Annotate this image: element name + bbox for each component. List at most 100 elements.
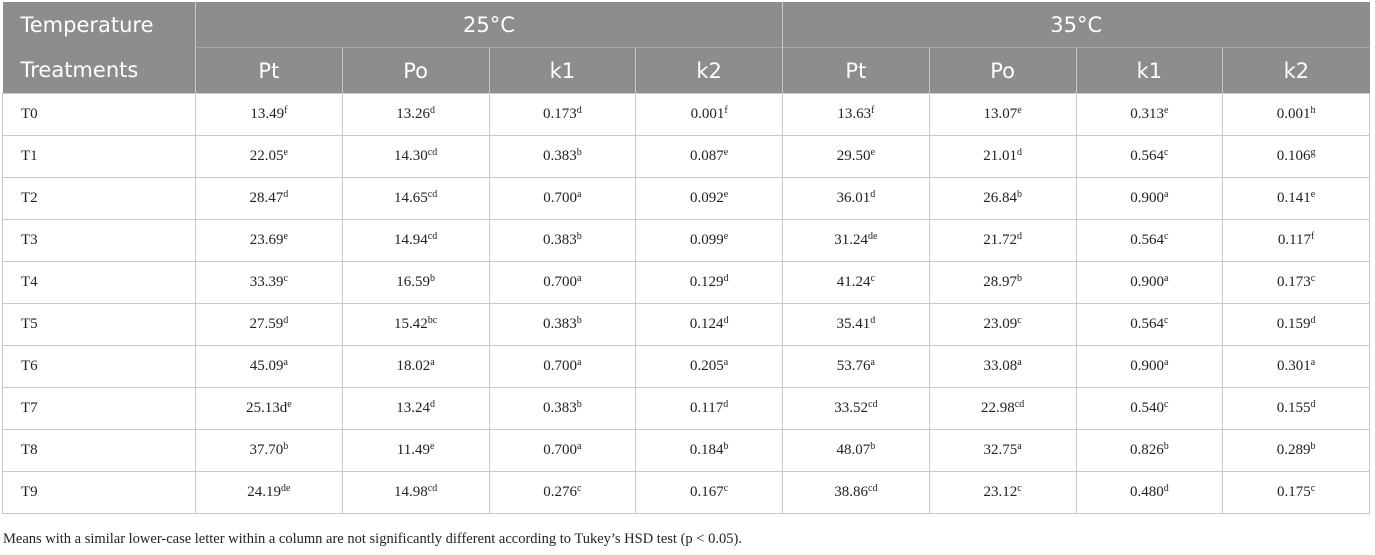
- cell-value: 13.63: [837, 106, 872, 122]
- table-cell: 0.001f: [635, 93, 783, 136]
- cell-value: 23.69: [249, 232, 284, 248]
- table-cell: 24.19de: [195, 471, 343, 514]
- header-cell: Po: [928, 47, 1076, 94]
- table-cell: 22.05e: [195, 135, 343, 178]
- cell-superscript: c: [1310, 273, 1316, 284]
- table-cell: 0.159d: [1222, 303, 1370, 346]
- cell-superscript: d: [1163, 483, 1169, 494]
- table-row: T3 23.69e 14.94cd 0.383b 0.099e 31.24de 21.72d…: [2, 219, 1370, 262]
- table-row: T4 33.39c 16.59b 0.700a 0.129d 41.24c 28.97b 0.…: [2, 261, 1370, 304]
- table-cell: 0.564c: [1075, 135, 1224, 178]
- table-cell: 38.86cd: [782, 471, 930, 514]
- table-cell: 0.173c: [1222, 261, 1370, 304]
- cell-superscript: b: [1017, 273, 1022, 284]
- cell-superscript: a: [577, 441, 582, 452]
- cell-value: 0.700: [543, 442, 578, 458]
- cell-value: 0.167: [690, 484, 724, 500]
- cell-superscript: d: [1310, 399, 1316, 410]
- header-cell: 25°C: [195, 2, 783, 48]
- cell-superscript: a: [1017, 441, 1022, 452]
- footnote: Means with a similar lower-case letter w…: [3, 531, 742, 547]
- cell-value: 28.47: [249, 190, 284, 206]
- cell-value: 13.49: [250, 106, 285, 122]
- cell-value: 33.08: [983, 358, 1018, 374]
- cell-value: 0.900: [1130, 358, 1165, 374]
- cell-superscript: f: [1311, 231, 1315, 242]
- cell-value: 0.564: [1130, 232, 1165, 248]
- table-cell: 0.480d: [1075, 471, 1224, 514]
- cell-value: 0.700: [543, 274, 578, 290]
- table-cell: 0.700a: [488, 177, 637, 220]
- row-label: T1: [2, 135, 196, 178]
- table-cell: 15.42bc: [341, 303, 490, 346]
- table-cell: 0.700a: [488, 345, 637, 388]
- table-cell: 41.24c: [782, 261, 930, 304]
- cell-value: 0.106: [1276, 148, 1311, 164]
- cell-superscript: a: [870, 357, 875, 368]
- header-cell: 35°C: [782, 2, 1370, 48]
- cell-superscript: c: [870, 273, 875, 284]
- table-cell: 32.75a: [928, 429, 1077, 472]
- cell-value: 0.184: [689, 442, 724, 458]
- header-cell: Temperature: [2, 2, 196, 48]
- cell-value: 0.124: [689, 316, 724, 332]
- cell-value: 28.97: [983, 274, 1017, 290]
- row-label: T9: [2, 471, 196, 514]
- table-cell: 53.76a: [782, 345, 930, 388]
- table-cell: 0.301a: [1222, 345, 1370, 388]
- table-cell: 33.52cd: [782, 387, 930, 430]
- row-label: T3: [2, 219, 196, 262]
- table-cell: 0.900a: [1075, 345, 1224, 388]
- cell-value: 33.52: [834, 400, 869, 416]
- cell-value: 0.301: [1277, 358, 1311, 374]
- table-cell: 0.700a: [488, 429, 637, 472]
- table-cell: 18.02a: [341, 345, 490, 388]
- cell-value: 0.383: [543, 232, 577, 248]
- table-cell: 0.184b: [635, 429, 783, 472]
- table-row: T0 13.49f 13.26d 0.173d 0.001f 13.63f 13.07e 0.…: [2, 93, 1370, 136]
- table-cell: 14.94cd: [341, 219, 490, 262]
- cell-superscript: b: [576, 399, 582, 410]
- cell-value: 36.01: [836, 190, 871, 206]
- table-cell: 23.12c: [928, 471, 1077, 514]
- table-cell: 16.59b: [341, 261, 490, 304]
- table-cell: 35.41d: [782, 303, 930, 346]
- table-cell: 0.141e: [1222, 177, 1370, 220]
- cell-value: 0.383: [543, 316, 577, 332]
- cell-superscript: a: [1310, 357, 1316, 368]
- cell-superscript: e: [283, 147, 288, 158]
- cell-superscript: cd: [1014, 399, 1025, 410]
- cell-value: 37.70: [249, 442, 284, 458]
- cell-superscript: b: [283, 441, 289, 452]
- cell-superscript: h: [1310, 105, 1316, 116]
- cell-value: 45.09: [249, 358, 284, 374]
- cell-superscript: b: [576, 315, 582, 326]
- cell-value: 29.50: [836, 148, 871, 164]
- cell-value: 0.276: [543, 484, 578, 500]
- cell-superscript: a: [723, 357, 729, 368]
- cell-value: 16.59: [396, 274, 430, 290]
- table-cell: 0.564c: [1075, 303, 1224, 346]
- row-label: T6: [2, 345, 196, 388]
- cell-value: 21.01: [983, 148, 1017, 164]
- cell-value: 0.383: [543, 148, 577, 164]
- cell-value: 0.129: [689, 274, 724, 290]
- table-cell: 0.106g: [1222, 135, 1370, 178]
- table-cell: 0.700a: [488, 261, 637, 304]
- table-cell: 0.383b: [488, 219, 637, 262]
- cell-value: 53.76: [836, 358, 871, 374]
- table-cell: 28.47d: [195, 177, 343, 220]
- cell-value: 22.05: [249, 148, 284, 164]
- cell-superscript: c: [723, 483, 729, 494]
- cell-value: 14.98: [394, 484, 428, 500]
- table-cell: 22.98cd: [928, 387, 1077, 430]
- cell-value: 0.159: [1276, 316, 1311, 332]
- cell-superscript: d: [870, 315, 876, 326]
- table-cell: 0.383b: [488, 135, 637, 178]
- table-cell: 0.175c: [1222, 471, 1370, 514]
- cell-value: 11.49: [396, 442, 430, 458]
- cell-value: 15.42: [394, 316, 428, 332]
- table-cell: 27.59d: [195, 303, 343, 346]
- table-cell: 0.117d: [635, 387, 783, 430]
- cell-superscript: cd: [868, 399, 878, 410]
